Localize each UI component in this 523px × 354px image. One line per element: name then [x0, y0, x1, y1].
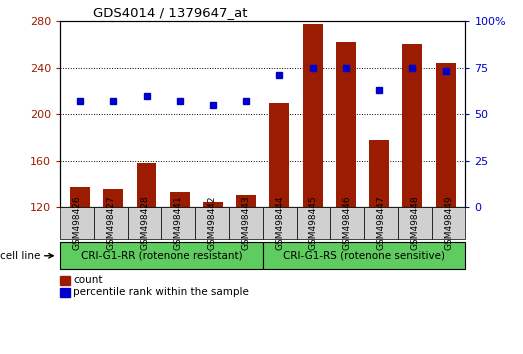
Bar	[236, 195, 256, 207]
Bar	[402, 45, 422, 207]
Bar	[137, 163, 156, 207]
Text: cell line: cell line	[0, 251, 40, 261]
Bar	[203, 202, 223, 207]
Text: GSM498427: GSM498427	[106, 196, 115, 250]
Text: GDS4014 / 1379647_at: GDS4014 / 1379647_at	[93, 6, 247, 19]
Bar	[170, 192, 190, 207]
Bar	[436, 63, 456, 207]
Bar	[336, 42, 356, 207]
Bar	[70, 187, 90, 207]
Text: GSM498441: GSM498441	[174, 196, 183, 250]
Text: CRI-G1-RS (rotenone sensitive): CRI-G1-RS (rotenone sensitive)	[283, 251, 445, 261]
Bar	[303, 24, 323, 207]
Text: GSM498446: GSM498446	[343, 196, 352, 250]
Text: GSM498428: GSM498428	[140, 196, 149, 250]
Text: GSM498443: GSM498443	[242, 196, 251, 250]
Text: CRI-G1-RR (rotenone resistant): CRI-G1-RR (rotenone resistant)	[81, 251, 242, 261]
Text: GSM498448: GSM498448	[411, 196, 419, 250]
Text: GSM498444: GSM498444	[275, 196, 284, 250]
Text: GSM498426: GSM498426	[73, 196, 82, 250]
Text: GSM498447: GSM498447	[377, 196, 385, 250]
Text: GSM498442: GSM498442	[208, 196, 217, 250]
Text: count: count	[73, 275, 103, 285]
Bar	[104, 188, 123, 207]
Text: GSM498445: GSM498445	[309, 196, 318, 250]
Bar	[269, 103, 289, 207]
Text: GSM498449: GSM498449	[444, 196, 453, 250]
Text: percentile rank within the sample: percentile rank within the sample	[73, 287, 249, 297]
Bar	[369, 140, 389, 207]
